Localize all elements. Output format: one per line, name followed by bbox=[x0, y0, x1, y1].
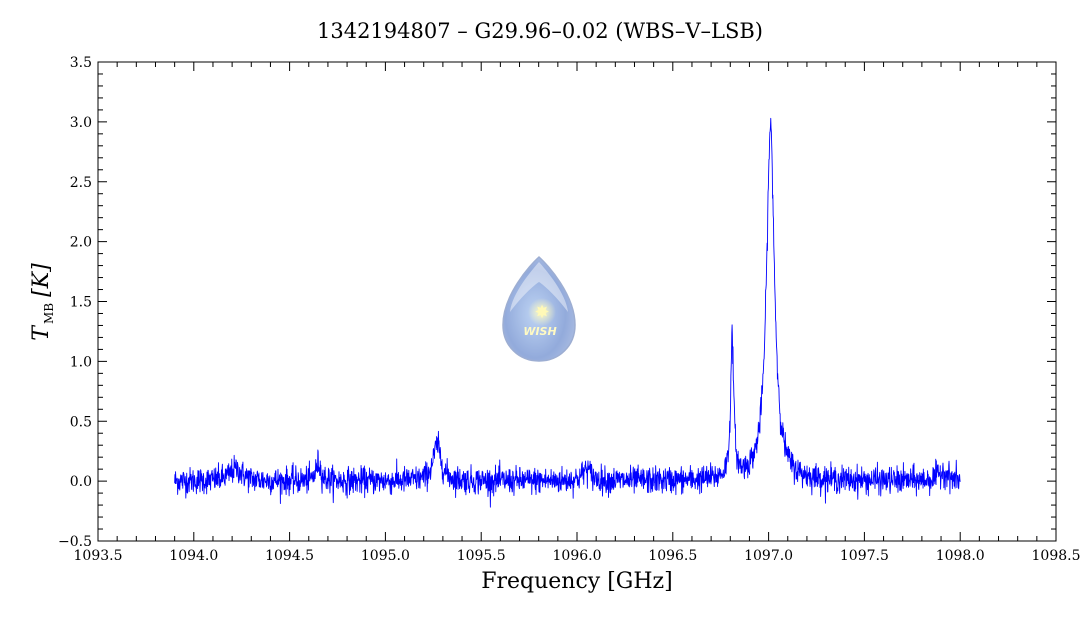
x-tick-label: 1093.5 bbox=[74, 548, 123, 564]
y-tick-label: 1.5 bbox=[70, 295, 92, 311]
x-tick-label: 1098.5 bbox=[1032, 548, 1080, 564]
wish-logo: ✸ WISH bbox=[503, 257, 575, 361]
x-tick-label: 1096.5 bbox=[648, 548, 697, 564]
x-tick-label: 1097.0 bbox=[744, 548, 793, 564]
wish-logo-star-icon: ✸ bbox=[534, 302, 549, 323]
x-tick-label: 1095.0 bbox=[361, 548, 410, 564]
y-tick-label: 1.0 bbox=[70, 354, 92, 370]
y-axis-label: TMB [K] bbox=[29, 263, 56, 341]
x-tick-label: 1095.5 bbox=[457, 548, 506, 564]
y-tick-label: 2.0 bbox=[70, 235, 92, 251]
x-axis: 1093.5 1094.0 1094.5 1095.0 1095.5 1096.0 1096… bbox=[74, 62, 1080, 564]
x-tick-label: 1094.0 bbox=[169, 548, 218, 564]
x-tick-label: 1098.0 bbox=[936, 548, 985, 564]
y-axis-label-unit: [K] bbox=[29, 263, 54, 297]
wish-logo-text: WISH bbox=[523, 325, 556, 338]
y-axis-label-main: T bbox=[29, 324, 54, 341]
y-tick-label: 0.0 bbox=[70, 474, 92, 490]
y-tick-label: 3.0 bbox=[70, 115, 92, 131]
y-tick-label: 3.5 bbox=[70, 55, 92, 71]
y-axis-label-sub: MB bbox=[42, 303, 56, 324]
y-tick-label: −0.5 bbox=[58, 534, 92, 550]
y-tick-label: 2.5 bbox=[70, 175, 92, 191]
x-tick-label: 1096.0 bbox=[553, 548, 602, 564]
y-tick-label: 0.5 bbox=[70, 414, 92, 430]
x-tick-label: 1097.5 bbox=[840, 548, 889, 564]
x-tick-label: 1094.5 bbox=[265, 548, 314, 564]
chart-title: 1342194807 – G29.96–0.02 (WBS–V–LSB) bbox=[317, 19, 763, 43]
x-axis-label: Frequency [GHz] bbox=[481, 569, 673, 594]
